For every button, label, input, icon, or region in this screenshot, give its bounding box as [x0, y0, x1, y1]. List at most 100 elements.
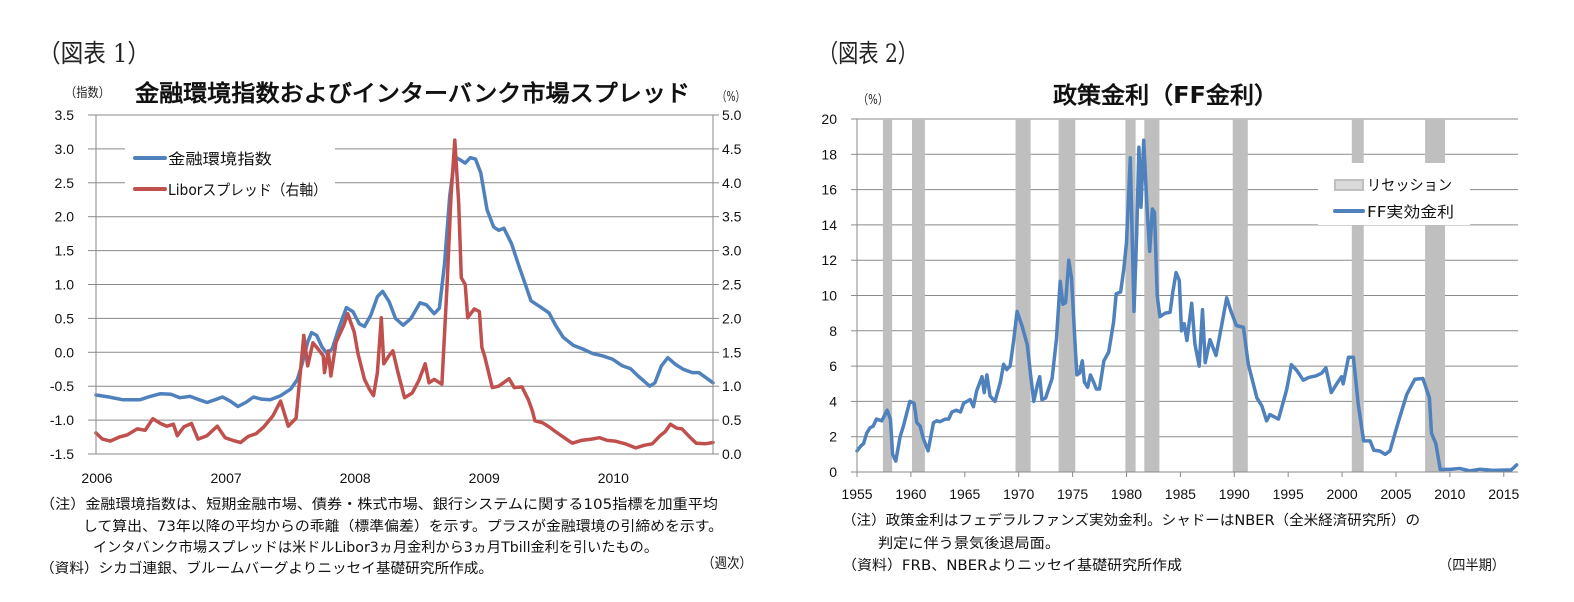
- chart-title: 金融環境指数およびインターバンク市場スプレッド: [134, 80, 690, 107]
- source-note: （資料）シカゴ連銀、ブルームバーグよりニッセイ基礎研究所作成。: [40, 560, 493, 577]
- y-right-tick-label: 4.5: [722, 141, 742, 157]
- x-tick-label: 1975: [1057, 486, 1088, 502]
- x-tick-label: 2009: [469, 470, 500, 486]
- footnote-line: して算出、73年以降の平均からの乖離（標準偏差）を示す。プラスが金融環境の引締め…: [83, 518, 723, 535]
- x-tick-label: 1995: [1273, 486, 1304, 502]
- y-tick-label: 18: [821, 146, 837, 162]
- x-tick-label: 1985: [1165, 486, 1196, 502]
- figure-label: （図表 1）: [38, 39, 150, 68]
- x-tick-label: 1965: [949, 486, 980, 502]
- y-right-tick-label: 0.0: [722, 446, 742, 462]
- figure-1: （図表 1） 金融環境指数およびインターバンク市場スプレッド （指数） （%） …: [38, 39, 752, 577]
- legend-label: Liborスプレッド（右軸）: [168, 181, 327, 199]
- recession-band: [1232, 119, 1248, 472]
- y-right-tick-label: 1.0: [722, 378, 742, 394]
- series-line-libor-spread: [94, 138, 715, 450]
- figure-2: （図表 2） 政策金利（FF金利） （%） 024681012141618201…: [818, 39, 1520, 574]
- x-tick-label: 1955: [841, 486, 872, 502]
- series-line-financial-conditions-index: [94, 155, 715, 409]
- y-left-tick-label: 0.0: [55, 344, 75, 360]
- x-tick-label: 1970: [1003, 486, 1034, 502]
- recession-band: [882, 119, 893, 472]
- legend-item: リセッション: [1334, 176, 1452, 194]
- gridlines: [857, 118, 1518, 473]
- footnote-line: 判定に伴う景気後退局面。: [878, 536, 1060, 552]
- frequency-label: （週次）: [702, 556, 752, 572]
- y-tick-label: 12: [821, 252, 837, 268]
- figure-label: （図表 2）: [818, 39, 918, 68]
- y-left-tick-label: -1.0: [50, 412, 74, 428]
- y-tick-label: 8: [829, 323, 837, 339]
- legend-label: FF実効金利: [1367, 203, 1454, 221]
- y-right-tick-label: 1.5: [722, 344, 742, 360]
- footnotes: （注）政策金利はフェデラルファンズ実効金利。シャドーはNBER（全米経済研究所）…: [842, 512, 1505, 574]
- y-left-tick-label: 3.5: [55, 107, 75, 123]
- y-right-tick-label: 0.5: [722, 412, 742, 428]
- legend-item: 金融環境指数: [133, 150, 272, 168]
- legend-background: [125, 141, 335, 202]
- y-tick-label: 16: [821, 182, 837, 198]
- y-tick-label: 0: [829, 464, 837, 480]
- y-tick-label: 10: [821, 288, 837, 304]
- series-line-ff-effective-rate: [855, 138, 1519, 473]
- y-tick-label: 6: [829, 358, 837, 374]
- y-tick-label: 14: [821, 217, 837, 233]
- legend: 金融環境指数 Liborスプレッド（右軸）: [133, 150, 327, 199]
- x-tick-label: 1980: [1111, 486, 1142, 502]
- y-left-tick-label: -0.5: [50, 378, 74, 394]
- y-left-tick-label: 2.5: [55, 175, 75, 191]
- axes: 0 2 4 6 8 10 12 14 16 18 20 1955 1960 1965 1970 1975 198…: [821, 111, 1519, 502]
- legend-swatch-band: [1334, 179, 1364, 191]
- y-right-axis-unit: （%）: [717, 90, 745, 105]
- footnote-line: （注）金融環境指数は、短期金融市場、債券・株式市場、銀行システムに関する105指…: [40, 496, 718, 513]
- y-left-tick-label: 3.0: [55, 141, 75, 157]
- y-tick-label: 4: [829, 393, 837, 409]
- plot-series: [94, 138, 715, 450]
- legend-label: リセッション: [1367, 176, 1452, 194]
- y-tick-label: 2: [829, 429, 837, 445]
- y-left-tick-label: 1.0: [55, 277, 75, 293]
- y-right-tick-label: 3.5: [722, 209, 742, 225]
- legend-label: 金融環境指数: [168, 150, 272, 168]
- y-axis-unit: （%）: [858, 93, 888, 108]
- y-right-tick-label: 4.0: [722, 175, 742, 191]
- y-right-tick-label: 2.5: [722, 277, 742, 293]
- y-right-tick-label: 3.0: [722, 243, 742, 259]
- y-right-tick-label: 5.0: [722, 107, 742, 123]
- recession-band: [1015, 119, 1031, 472]
- y-left-tick-label: 2.0: [55, 209, 75, 225]
- y-left-tick-label: 0.5: [55, 310, 75, 326]
- frequency-label: （四半期）: [1439, 558, 1505, 574]
- y-left-tick-label: 1.5: [55, 243, 75, 259]
- legend-background: [1318, 163, 1470, 225]
- recession-band: [912, 119, 925, 472]
- y-right-tick-label: 2.0: [722, 310, 742, 326]
- footnote-line: （注）政策金利はフェデラルファンズ実効金利。シャドーはNBER（全米経済研究所）…: [842, 512, 1420, 529]
- x-tick-label: 1990: [1219, 486, 1250, 502]
- x-tick-label: 2000: [1327, 486, 1358, 502]
- x-tick-label: 2005: [1380, 486, 1411, 502]
- recession-band: [1351, 119, 1364, 472]
- recession-band: [1125, 119, 1136, 472]
- plot-series: [855, 138, 1519, 473]
- y-left-tick-label: -1.5: [50, 446, 74, 462]
- chart-title: 政策金利（FF金利）: [1053, 82, 1278, 109]
- legend-item: Liborスプレッド（右軸）: [133, 181, 327, 199]
- x-tick-label: 2010: [1434, 486, 1465, 502]
- footnote-line: インタバンク市場スプレッドは米ドルLibor3ヵ月金利から3ヵ月Tbill金利を…: [93, 539, 658, 556]
- y-left-axis-unit: （指数）: [65, 86, 110, 101]
- footnotes: （注）金融環境指数は、短期金融市場、債券・株式市場、銀行システムに関する105指…: [40, 496, 752, 577]
- y-tick-label: 20: [821, 111, 837, 127]
- legend: リセッション FF実効金利: [1333, 176, 1454, 221]
- x-tick-label: 2007: [211, 470, 242, 486]
- axes: -1.5 -1.0 -0.5 0.0 0.5 1.0 1.5 2.0 2.5 3.0 3.5 0.0 0…: [50, 107, 742, 486]
- x-tick-label: 2006: [81, 470, 112, 486]
- legend-item: FF実効金利: [1333, 203, 1454, 221]
- source-note: （資料）FRB、NBERよりニッセイ基礎研究所作成: [842, 557, 1182, 574]
- x-tick-label: 2015: [1488, 486, 1519, 502]
- x-tick-label: 1960: [895, 486, 926, 502]
- x-tick-label: 2010: [598, 470, 629, 486]
- x-tick-label: 2008: [340, 470, 371, 486]
